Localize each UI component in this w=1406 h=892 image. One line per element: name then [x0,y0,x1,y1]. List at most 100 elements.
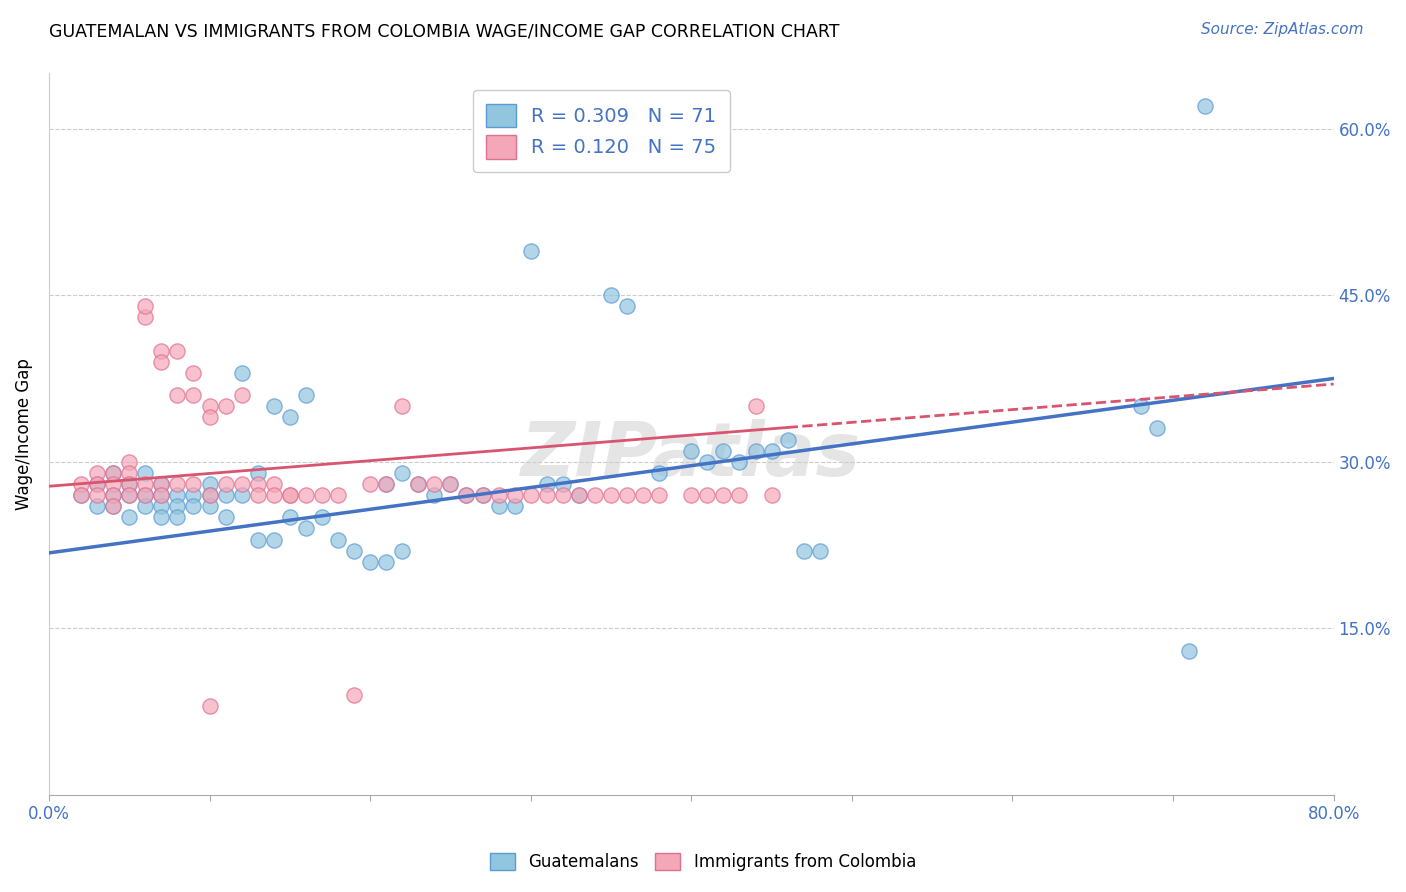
Legend: R = 0.309   N = 71, R = 0.120   N = 75: R = 0.309 N = 71, R = 0.120 N = 75 [472,90,730,172]
Point [600,288,623,302]
Point [295,488,318,502]
Point [439,477,461,491]
Point [103,477,125,491]
Point [391,466,413,480]
Point [761,488,783,502]
Point [263,533,285,547]
Point [86,477,108,491]
Point [118,477,141,491]
Point [744,443,766,458]
Point [488,488,510,502]
Point [551,488,574,502]
Point [134,488,156,502]
Point [118,455,141,469]
Point [214,399,236,413]
Point [198,399,221,413]
Point [198,500,221,514]
Point [150,488,173,502]
Point [776,433,799,447]
Point [488,500,510,514]
Point [681,488,703,502]
Point [326,533,349,547]
Text: ZIPatlas: ZIPatlas [522,419,862,492]
Point [118,466,141,480]
Point [166,388,188,402]
Point [551,477,574,491]
Point [150,477,173,491]
Point [681,443,703,458]
Point [150,343,173,358]
Point [744,399,766,413]
Point [616,299,638,313]
Point [183,488,205,502]
Point [1129,399,1152,413]
Point [713,488,735,502]
Point [519,488,541,502]
Point [246,488,269,502]
Point [198,488,221,502]
Point [103,488,125,502]
Point [295,388,318,402]
Point [134,466,156,480]
Point [246,466,269,480]
Point [713,443,735,458]
Point [86,500,108,514]
Point [263,477,285,491]
Point [263,488,285,502]
Point [134,310,156,325]
Point [263,399,285,413]
Point [631,488,654,502]
Point [166,477,188,491]
Point [423,477,446,491]
Point [231,366,253,380]
Point [1178,643,1201,657]
Point [183,366,205,380]
Point [343,688,366,702]
Point [150,488,173,502]
Point [1146,421,1168,435]
Point [761,443,783,458]
Point [198,699,221,714]
Text: Source: ZipAtlas.com: Source: ZipAtlas.com [1201,22,1364,37]
Point [696,455,718,469]
Point [118,477,141,491]
Point [118,510,141,524]
Point [70,488,93,502]
Point [326,488,349,502]
Point [134,477,156,491]
Point [648,466,671,480]
Point [519,244,541,258]
Point [86,466,108,480]
Y-axis label: Wage/Income Gap: Wage/Income Gap [15,358,32,510]
Point [808,543,831,558]
Point [793,543,815,558]
Point [103,466,125,480]
Point [568,488,591,502]
Point [408,477,430,491]
Point [150,477,173,491]
Point [166,343,188,358]
Point [103,500,125,514]
Point [134,500,156,514]
Point [375,555,398,569]
Point [408,477,430,491]
Point [166,500,188,514]
Point [103,466,125,480]
Point [198,477,221,491]
Legend: Guatemalans, Immigrants from Colombia: Guatemalans, Immigrants from Colombia [481,845,925,880]
Point [503,500,526,514]
Point [183,477,205,491]
Text: GUATEMALAN VS IMMIGRANTS FROM COLOMBIA WAGE/INCOME GAP CORRELATION CHART: GUATEMALAN VS IMMIGRANTS FROM COLOMBIA W… [49,22,839,40]
Point [231,388,253,402]
Point [103,488,125,502]
Point [616,488,638,502]
Point [648,488,671,502]
Point [70,488,93,502]
Point [278,510,301,524]
Point [471,488,494,502]
Point [536,477,558,491]
Point [456,488,478,502]
Point [311,510,333,524]
Point [183,500,205,514]
Point [583,488,606,502]
